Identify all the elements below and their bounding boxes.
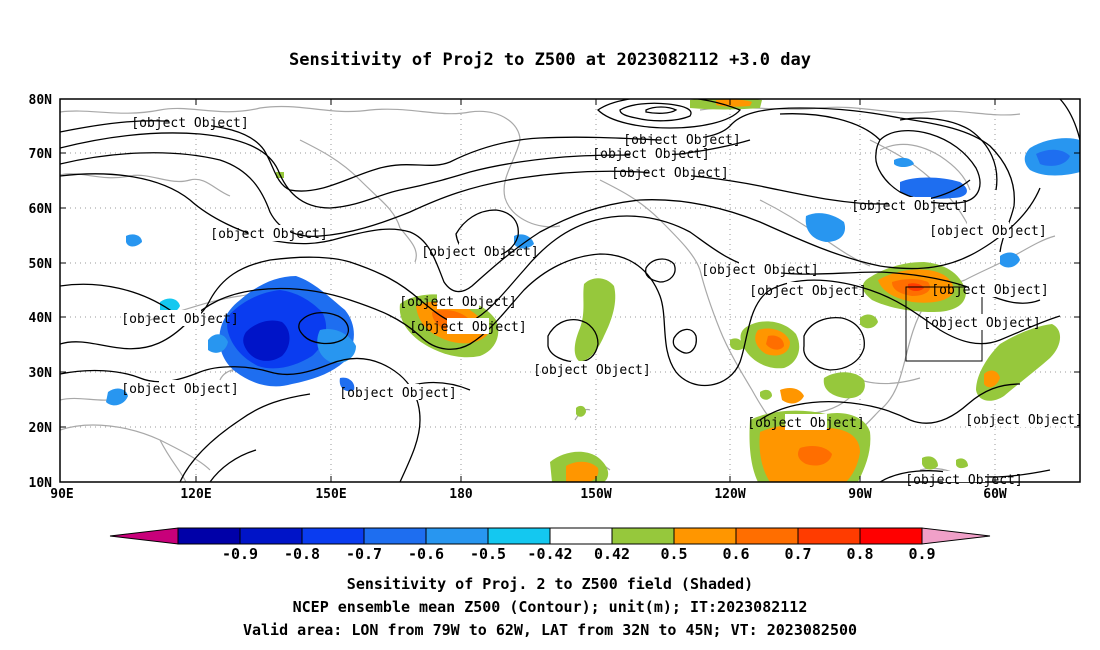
contour-label: [object Object] <box>965 411 1083 428</box>
contour-label: [object Object] <box>421 243 539 260</box>
svg-text:[object Object]: [object Object] <box>533 363 650 378</box>
lon-label: 120E <box>180 487 211 502</box>
svg-text:[object Object]: [object Object] <box>851 199 968 214</box>
colorbar-tick-label: 0.6 <box>722 545 749 563</box>
contour-label: [object Object] <box>851 197 969 214</box>
axis-ticks <box>59 98 1080 483</box>
contour-label: [object Object] <box>749 282 867 299</box>
colorbar-tick-label: 0.5 <box>660 545 687 563</box>
colorbar-max-arrow <box>921 527 991 545</box>
colorbar-tick-label: -0.6 <box>408 545 444 563</box>
svg-text:[object Object]: [object Object] <box>747 416 864 431</box>
lon-label: 60W <box>983 487 1007 502</box>
colorbar-tick-label: -0.7 <box>346 545 382 563</box>
contour-label: [object Object] <box>611 164 729 181</box>
colorbar: -0.9 -0.8 -0.7 -0.6 -0.5 -0.42 0.42 0.5 0.6 0.7 0.… <box>109 527 991 563</box>
colorbar-swatch <box>611 527 675 545</box>
svg-text:[object Object]: [object Object] <box>121 382 238 397</box>
svg-text:[object Object]: [object Object] <box>749 284 866 299</box>
colorbar-swatch <box>487 527 551 545</box>
map-frame <box>59 98 1081 483</box>
contour-label: [object Object] <box>905 471 1023 488</box>
colorbar-swatch <box>177 527 241 545</box>
svg-text:[object Object]: [object Object] <box>592 147 709 162</box>
caption-line: Valid area: LON from 79W to 62W, LAT fro… <box>242 621 858 639</box>
contour-label: [object Object] <box>399 293 517 310</box>
caption-line: NCEP ensemble mean Z500 (Contour); unit(… <box>292 598 808 616</box>
lat-label: 40N <box>29 311 53 326</box>
svg-text:[object Object]: [object Object] <box>929 224 1046 239</box>
svg-text:[object Object]: [object Object] <box>421 245 538 260</box>
svg-text:[object Object]: [object Object] <box>121 312 238 327</box>
lat-label: 50N <box>29 257 53 272</box>
lat-label: 70N <box>29 147 53 162</box>
colorbar-tick-label: 0.9 <box>908 545 935 563</box>
contour-label: [object Object] <box>931 281 1049 298</box>
lon-label: 90W <box>848 487 872 502</box>
colorbar-tick-label: -0.9 <box>222 545 258 563</box>
colorbar-swatch <box>673 527 737 545</box>
contour-label: [object Object] <box>121 380 239 397</box>
colorbar-tick-label: 0.8 <box>846 545 873 563</box>
contour-label: [object Object] <box>339 384 457 401</box>
caption: Sensitivity of Proj. 2 to Z500 field (Sh… <box>0 573 1100 642</box>
svg-text:[object Object]: [object Object] <box>210 227 327 242</box>
svg-text:[object Object]: [object Object] <box>409 320 526 335</box>
svg-text:[object Object]: [object Object] <box>623 133 740 148</box>
colorbar-tick-label: -0.42 <box>527 545 572 563</box>
lon-label: 90E <box>50 487 73 502</box>
contour-label: [object Object] <box>121 310 239 327</box>
contour-label: [object Object] <box>623 131 741 148</box>
colorbar-swatch <box>301 527 365 545</box>
colorbar-swatch <box>549 527 613 545</box>
colorbar-swatch <box>797 527 861 545</box>
svg-text:[object Object]: [object Object] <box>339 386 456 401</box>
svg-text:[object Object]: [object Object] <box>965 413 1082 428</box>
colorbar-tick-label: -0.8 <box>284 545 320 563</box>
z500-contours <box>60 99 1080 482</box>
colorbar-swatch <box>425 527 489 545</box>
svg-text:[object Object]: [object Object] <box>905 473 1022 488</box>
lat-label: 30N <box>29 366 53 381</box>
colorbar-swatch <box>363 527 427 545</box>
contour-label: [object Object] <box>923 314 1041 331</box>
contour-label: [object Object] <box>929 222 1047 239</box>
contour-label: [object Object] <box>701 261 819 278</box>
lat-label: 20N <box>29 421 53 436</box>
lon-label: 150E <box>315 487 346 502</box>
svg-text:[object Object]: [object Object] <box>611 166 728 181</box>
colorbar-swatch <box>735 527 799 545</box>
lat-label: 60N <box>29 202 53 217</box>
colorbar-tick-label: -0.5 <box>470 545 506 563</box>
colorbar-swatch <box>239 527 303 545</box>
contour-label: [object Object] <box>210 225 328 242</box>
lon-label: 120W <box>714 487 745 502</box>
contour-label: [object Object] <box>533 361 651 378</box>
lon-label: 150W <box>580 487 611 502</box>
colorbar-min-arrow <box>109 527 179 545</box>
lat-label: 80N <box>29 93 53 108</box>
svg-text:[object Object]: [object Object] <box>399 295 516 310</box>
lat-label: 10N <box>29 476 53 491</box>
contour-label: [object Object] <box>592 145 710 162</box>
contour-label: [object Object] <box>131 114 249 131</box>
colorbar-tick-label: 0.7 <box>784 545 811 563</box>
colorbar-swatch <box>859 527 923 545</box>
colorbar-tick-label: 0.42 <box>594 545 630 563</box>
contour-label: [object Object] <box>747 414 865 431</box>
contour-label: [object Object] <box>409 318 527 335</box>
svg-text:[object Object]: [object Object] <box>131 116 248 131</box>
caption-line: Sensitivity of Proj. 2 to Z500 field (Sh… <box>346 575 754 593</box>
plot-title: Sensitivity of Proj2 to Z500 at 20230821… <box>289 50 811 70</box>
svg-text:[object Object]: [object Object] <box>701 263 818 278</box>
lon-label: 180 <box>449 487 473 502</box>
svg-text:[object Object]: [object Object] <box>923 316 1040 331</box>
svg-text:[object Object]: [object Object] <box>931 283 1048 298</box>
